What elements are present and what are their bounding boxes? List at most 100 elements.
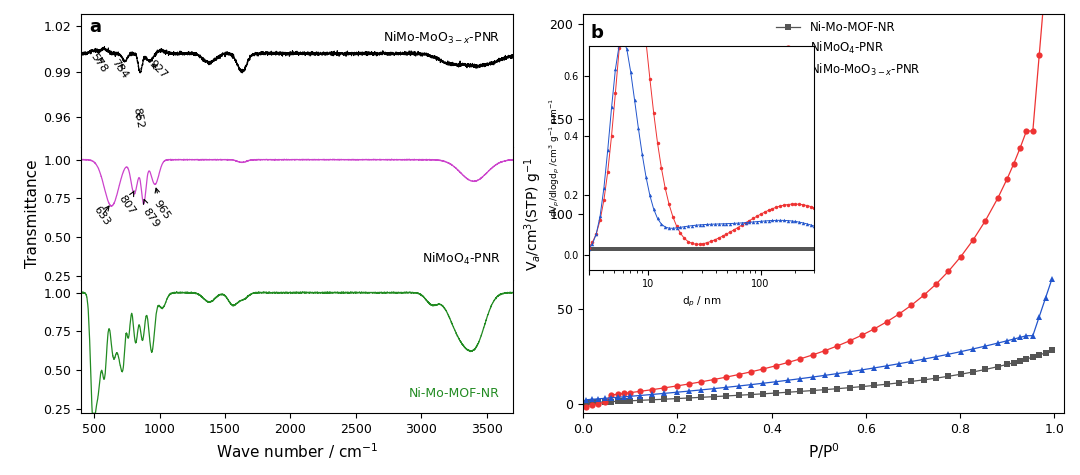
NiMo-MoO$_{3-x}$-PNR <box>1026 333 1039 339</box>
Ni-Mo-MOF-NR <box>605 399 618 405</box>
NiMoO$_4$-PNR <box>819 348 832 353</box>
NiMo-MoO$_{3-x}$-PNR <box>732 383 745 389</box>
NiMo-MoO$_{3-x}$-PNR <box>1001 338 1014 343</box>
NiMoO$_4$-PNR <box>794 356 807 361</box>
Ni-Mo-MOF-NR <box>905 379 918 384</box>
Ni-Mo-MOF-NR <box>769 390 782 396</box>
Ni-Mo-MOF-NR <box>707 394 720 399</box>
NiMoO$_4$-PNR <box>955 254 968 259</box>
NiMoO$_4$-PNR <box>707 377 720 382</box>
Text: 807: 807 <box>117 191 137 217</box>
Ni-Mo-MOF-NR <box>806 388 819 393</box>
Text: 734: 734 <box>109 57 130 81</box>
NiMoO$_4$-PNR <box>592 401 605 407</box>
Ni-Mo-MOF-NR <box>1013 358 1026 364</box>
Ni-Mo-MOF-NR <box>592 399 605 405</box>
NiMo-MoO$_{3-x}$-PNR <box>696 387 708 393</box>
Ni-Mo-MOF-NR <box>819 387 832 392</box>
NiMoO$_4$-PNR <box>618 390 631 396</box>
Text: Transmittance: Transmittance <box>25 160 40 268</box>
Ni-Mo-MOF-NR <box>991 364 1004 370</box>
Text: Ni-Mo-MOF-NR: Ni-Mo-MOF-NR <box>409 387 500 400</box>
NiMoO$_4$-PNR <box>917 293 930 298</box>
NiMo-MoO$_{3-x}$-PNR <box>917 356 930 362</box>
NiMo-MoO$_{3-x}$-PNR <box>991 340 1004 346</box>
Ni-Mo-MOF-NR <box>880 381 893 387</box>
NiMoO$_4$-PNR <box>732 372 745 378</box>
Ni-Mo-MOF-NR <box>598 399 611 405</box>
Ni-Mo-MOF-NR <box>611 399 624 404</box>
NiMo-MoO$_{3-x}$-PNR <box>592 396 605 402</box>
Ni-Mo-MOF-NR <box>1032 352 1045 358</box>
NiMo-MoO$_{3-x}$-PNR <box>978 343 991 349</box>
Y-axis label: dV$_p$/dlogd$_p$ /cm$^3$ g$^{-1}$ nm$^{-1}$: dV$_p$/dlogd$_p$ /cm$^3$ g$^{-1}$ nm$^{-… <box>548 98 562 218</box>
Ni-Mo-MOF-NR <box>855 384 868 389</box>
NiMoO$_4$-PNR <box>892 311 905 317</box>
Ni-Mo-MOF-NR <box>671 396 684 401</box>
NiMoO$_4$-PNR <box>905 303 918 308</box>
NiMo-MoO$_{3-x}$-PNR <box>579 397 592 403</box>
NiMo-MoO$_{3-x}$-PNR <box>782 378 795 383</box>
NiMoO$_4$-PNR <box>719 374 732 380</box>
Ni-Mo-MOF-NR <box>917 377 930 383</box>
Text: 633: 633 <box>91 205 111 228</box>
X-axis label: d$_p$ / nm: d$_p$ / nm <box>681 295 721 309</box>
Ni-Mo-MOF-NR <box>1039 350 1052 356</box>
X-axis label: Wave number / cm$^{-1}$: Wave number / cm$^{-1}$ <box>216 442 378 461</box>
NiMo-MoO$_{3-x}$-PNR <box>1008 336 1021 342</box>
NiMoO$_4$-PNR <box>744 369 757 375</box>
NiMoO$_4$-PNR <box>1026 128 1039 134</box>
Ni-Mo-MOF-NR <box>618 398 631 404</box>
NiMoO$_4$-PNR <box>843 338 856 343</box>
NiMoO$_4$-PNR <box>868 326 881 332</box>
NiMo-MoO$_{3-x}$-PNR <box>967 346 980 352</box>
NiMoO$_4$-PNR <box>769 363 782 369</box>
Text: NiMoO$_4$-PNR: NiMoO$_4$-PNR <box>421 251 500 267</box>
NiMo-MoO$_{3-x}$-PNR <box>1032 314 1045 320</box>
NiMo-MoO$_{3-x}$-PNR <box>618 394 631 399</box>
NiMoO$_4$-PNR <box>1008 161 1021 167</box>
Text: 879: 879 <box>140 200 161 229</box>
Ni-Mo-MOF-NR <box>794 389 807 394</box>
Text: 578: 578 <box>89 52 109 75</box>
NiMo-MoO$_{3-x}$-PNR <box>1020 333 1032 339</box>
NiMo-MoO$_{3-x}$-PNR <box>757 380 770 386</box>
Ni-Mo-MOF-NR <box>892 380 905 386</box>
NiMoO$_4$-PNR <box>967 237 980 243</box>
NiMo-MoO$_{3-x}$-PNR <box>769 379 782 385</box>
NiMo-MoO$_{3-x}$-PNR <box>707 386 720 391</box>
NiMoO$_4$-PNR <box>855 332 868 338</box>
Ni-Mo-MOF-NR <box>1001 361 1014 367</box>
Ni-Mo-MOF-NR <box>646 397 659 403</box>
NiMo-MoO$_{3-x}$-PNR <box>605 395 618 401</box>
NiMo-MoO$_{3-x}$-PNR <box>819 372 832 378</box>
Text: b: b <box>591 24 604 42</box>
Legend: Ni-Mo-MOF-NR, NiMoO$_4$-PNR, NiMo-MoO$_{3-x}$-PNR: Ni-Mo-MOF-NR, NiMoO$_4$-PNR, NiMo-MoO$_{… <box>772 16 924 83</box>
X-axis label: P/P$^0$: P/P$^0$ <box>808 442 839 461</box>
NiMoO$_4$-PNR <box>978 218 991 223</box>
NiMo-MoO$_{3-x}$-PNR <box>658 390 671 396</box>
Text: 852: 852 <box>132 106 145 129</box>
Ni-Mo-MOF-NR <box>782 390 795 395</box>
NiMo-MoO$_{3-x}$-PNR <box>1039 295 1052 301</box>
Ni-Mo-MOF-NR <box>1008 360 1021 366</box>
NiMoO$_4$-PNR <box>991 195 1004 201</box>
NiMoO$_4$-PNR <box>579 404 592 410</box>
NiMoO$_4$-PNR <box>611 391 624 397</box>
NiMo-MoO$_{3-x}$-PNR <box>942 352 955 357</box>
Y-axis label: V$_a$/cm$^3$(STP) g$^{-1}$: V$_a$/cm$^3$(STP) g$^{-1}$ <box>523 157 544 271</box>
Ni-Mo-MOF-NR <box>633 398 646 403</box>
NiMo-MoO$_{3-x}$-PNR <box>843 369 856 375</box>
NiMoO$_4$-PNR <box>1032 52 1045 58</box>
NiMo-MoO$_{3-x}$-PNR <box>855 367 868 373</box>
NiMo-MoO$_{3-x}$-PNR <box>683 388 696 394</box>
Ni-Mo-MOF-NR <box>1020 356 1032 362</box>
Ni-Mo-MOF-NR <box>585 399 598 405</box>
Ni-Mo-MOF-NR <box>757 391 770 397</box>
Ni-Mo-MOF-NR <box>719 393 732 399</box>
Ni-Mo-MOF-NR <box>967 369 980 375</box>
NiMoO$_4$-PNR <box>880 319 893 325</box>
Text: NiMo-MoO$_{3-x}$-PNR: NiMo-MoO$_{3-x}$-PNR <box>382 30 500 46</box>
Ni-Mo-MOF-NR <box>1026 354 1039 360</box>
NiMo-MoO$_{3-x}$-PNR <box>831 371 843 377</box>
